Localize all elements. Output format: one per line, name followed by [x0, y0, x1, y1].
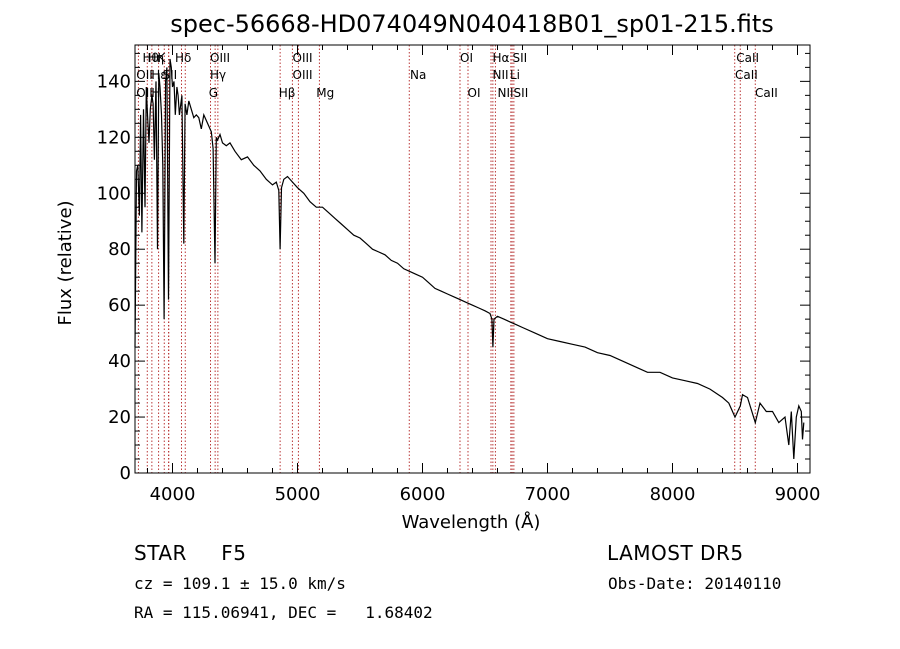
spectral-line-label: Mg [316, 86, 334, 100]
spectral-line-label: Hδ [175, 51, 191, 65]
y-tick-label: 40 [108, 351, 131, 372]
x-tick-label: 4000 [150, 484, 196, 505]
spectrum-series-line [134, 58, 805, 460]
y-axis-label: Flux (relative) [55, 200, 76, 325]
plot-frame [134, 44, 811, 474]
spectral-line-label: OII [136, 86, 153, 100]
y-tick-label: 100 [97, 183, 131, 204]
spectral-line-label: Hα [493, 51, 510, 65]
spectral-line-label: NIISII [498, 86, 529, 100]
spectral-line-label: OIII [293, 51, 313, 65]
spectral-line-label: CaII [755, 86, 778, 100]
object-class: STAR F5 [134, 541, 247, 565]
y-tick-label: 0 [120, 463, 131, 484]
spectral-line-label: Hη [148, 51, 165, 65]
spectral-line-label: OIII [293, 68, 313, 82]
spectral-line-label: Hβ [279, 86, 296, 100]
survey-name: LAMOST DR5 [607, 541, 744, 565]
y-tick-label: 80 [108, 239, 131, 260]
x-tick-label: 9000 [775, 484, 821, 505]
y-tick-label: 60 [108, 295, 131, 316]
x-axis-label: Wavelength (Å) [402, 511, 541, 533]
coordinates: RA = 115.06941, DEC = 1.68402 [134, 603, 433, 622]
x-tick-label: 8000 [650, 484, 696, 505]
spectral-line-label: Na [410, 68, 426, 82]
spectral-line-label: K [158, 51, 167, 65]
spectral-line-label: CaII [736, 51, 759, 65]
spectral-line-label: OII [136, 68, 153, 82]
spectral-line-label: CaII [735, 68, 758, 82]
x-tick-label: 7000 [525, 484, 571, 505]
y-tick-label: 120 [97, 127, 131, 148]
spectral-line-label: OI [460, 51, 473, 65]
observation-date: Obs-Date: 20140110 [608, 574, 782, 593]
spectral-line-label: G [209, 86, 218, 100]
chart-title: spec-56668-HD074049N040418B01_sp01-215.f… [170, 10, 774, 38]
y-tick-label: 140 [97, 71, 131, 92]
y-tick-label: 20 [108, 407, 131, 428]
spectral-line-label: Hγ [210, 68, 226, 82]
spectral-line-label: SII [513, 51, 528, 65]
x-tick-label: 6000 [400, 484, 446, 505]
y-axis: 0 20 40 60 80 100 120 140 [97, 52, 810, 484]
spectral-line-label: OIII [210, 51, 230, 65]
x-tick-label: 5000 [275, 484, 321, 505]
spectral-line-markers [137, 45, 756, 473]
spectral-line-label: Hθ [143, 51, 159, 65]
spectral-line-label: Li [510, 68, 520, 82]
spectral-line-label: NII [493, 68, 509, 82]
redshift-velocity: cz = 109.1 ± 15.0 km/s [134, 574, 346, 593]
x-axis: 4000 5000 6000 7000 8000 9000 [147, 45, 821, 505]
spectral-line-label: OI [468, 86, 481, 100]
